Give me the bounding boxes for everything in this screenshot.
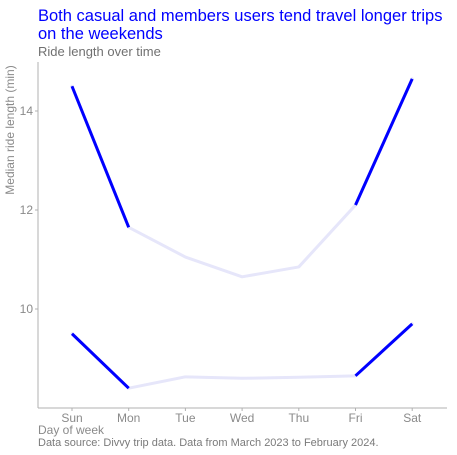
x-tick-label: Sat	[403, 411, 422, 425]
series-line-member	[70, 322, 414, 390]
chart-caption: Data source: Divvy trip data. Data from …	[38, 437, 379, 449]
x-tick-label: Mon	[117, 411, 140, 425]
x-tick-label: Tue	[175, 411, 196, 425]
highlight-segment-member-fri-sat	[354, 322, 414, 377]
series-line-casual	[70, 77, 414, 279]
x-tick-label: Thu	[288, 411, 309, 425]
y-tick-label: 10	[20, 302, 34, 316]
x-tick-label: Wed	[230, 411, 254, 425]
highlight-segment-member-sun-mon	[70, 332, 130, 390]
x-tick-label: Fri	[349, 411, 363, 425]
highlight-segment-casual-fri-sat	[354, 78, 414, 206]
series-layer	[70, 77, 414, 390]
x-axis-title: Day of week	[38, 423, 105, 437]
labels-layer: 10 12 14 Sun Mon Tue Wed Thu Fri Sat Day of week Me…	[3, 65, 422, 437]
x-tick-label: Sun	[61, 411, 82, 425]
y-tick-label: 14	[20, 104, 34, 118]
axes-layer	[35, 62, 447, 411]
highlight-segment-casual-sun-mon	[70, 85, 131, 228]
chart-subtitle: Ride length over time	[38, 44, 161, 59]
y-axis-title: Median ride length (min)	[3, 65, 17, 194]
chart-title: Both casual and members users tend trave…	[38, 7, 443, 43]
y-tick-label: 12	[20, 203, 34, 217]
